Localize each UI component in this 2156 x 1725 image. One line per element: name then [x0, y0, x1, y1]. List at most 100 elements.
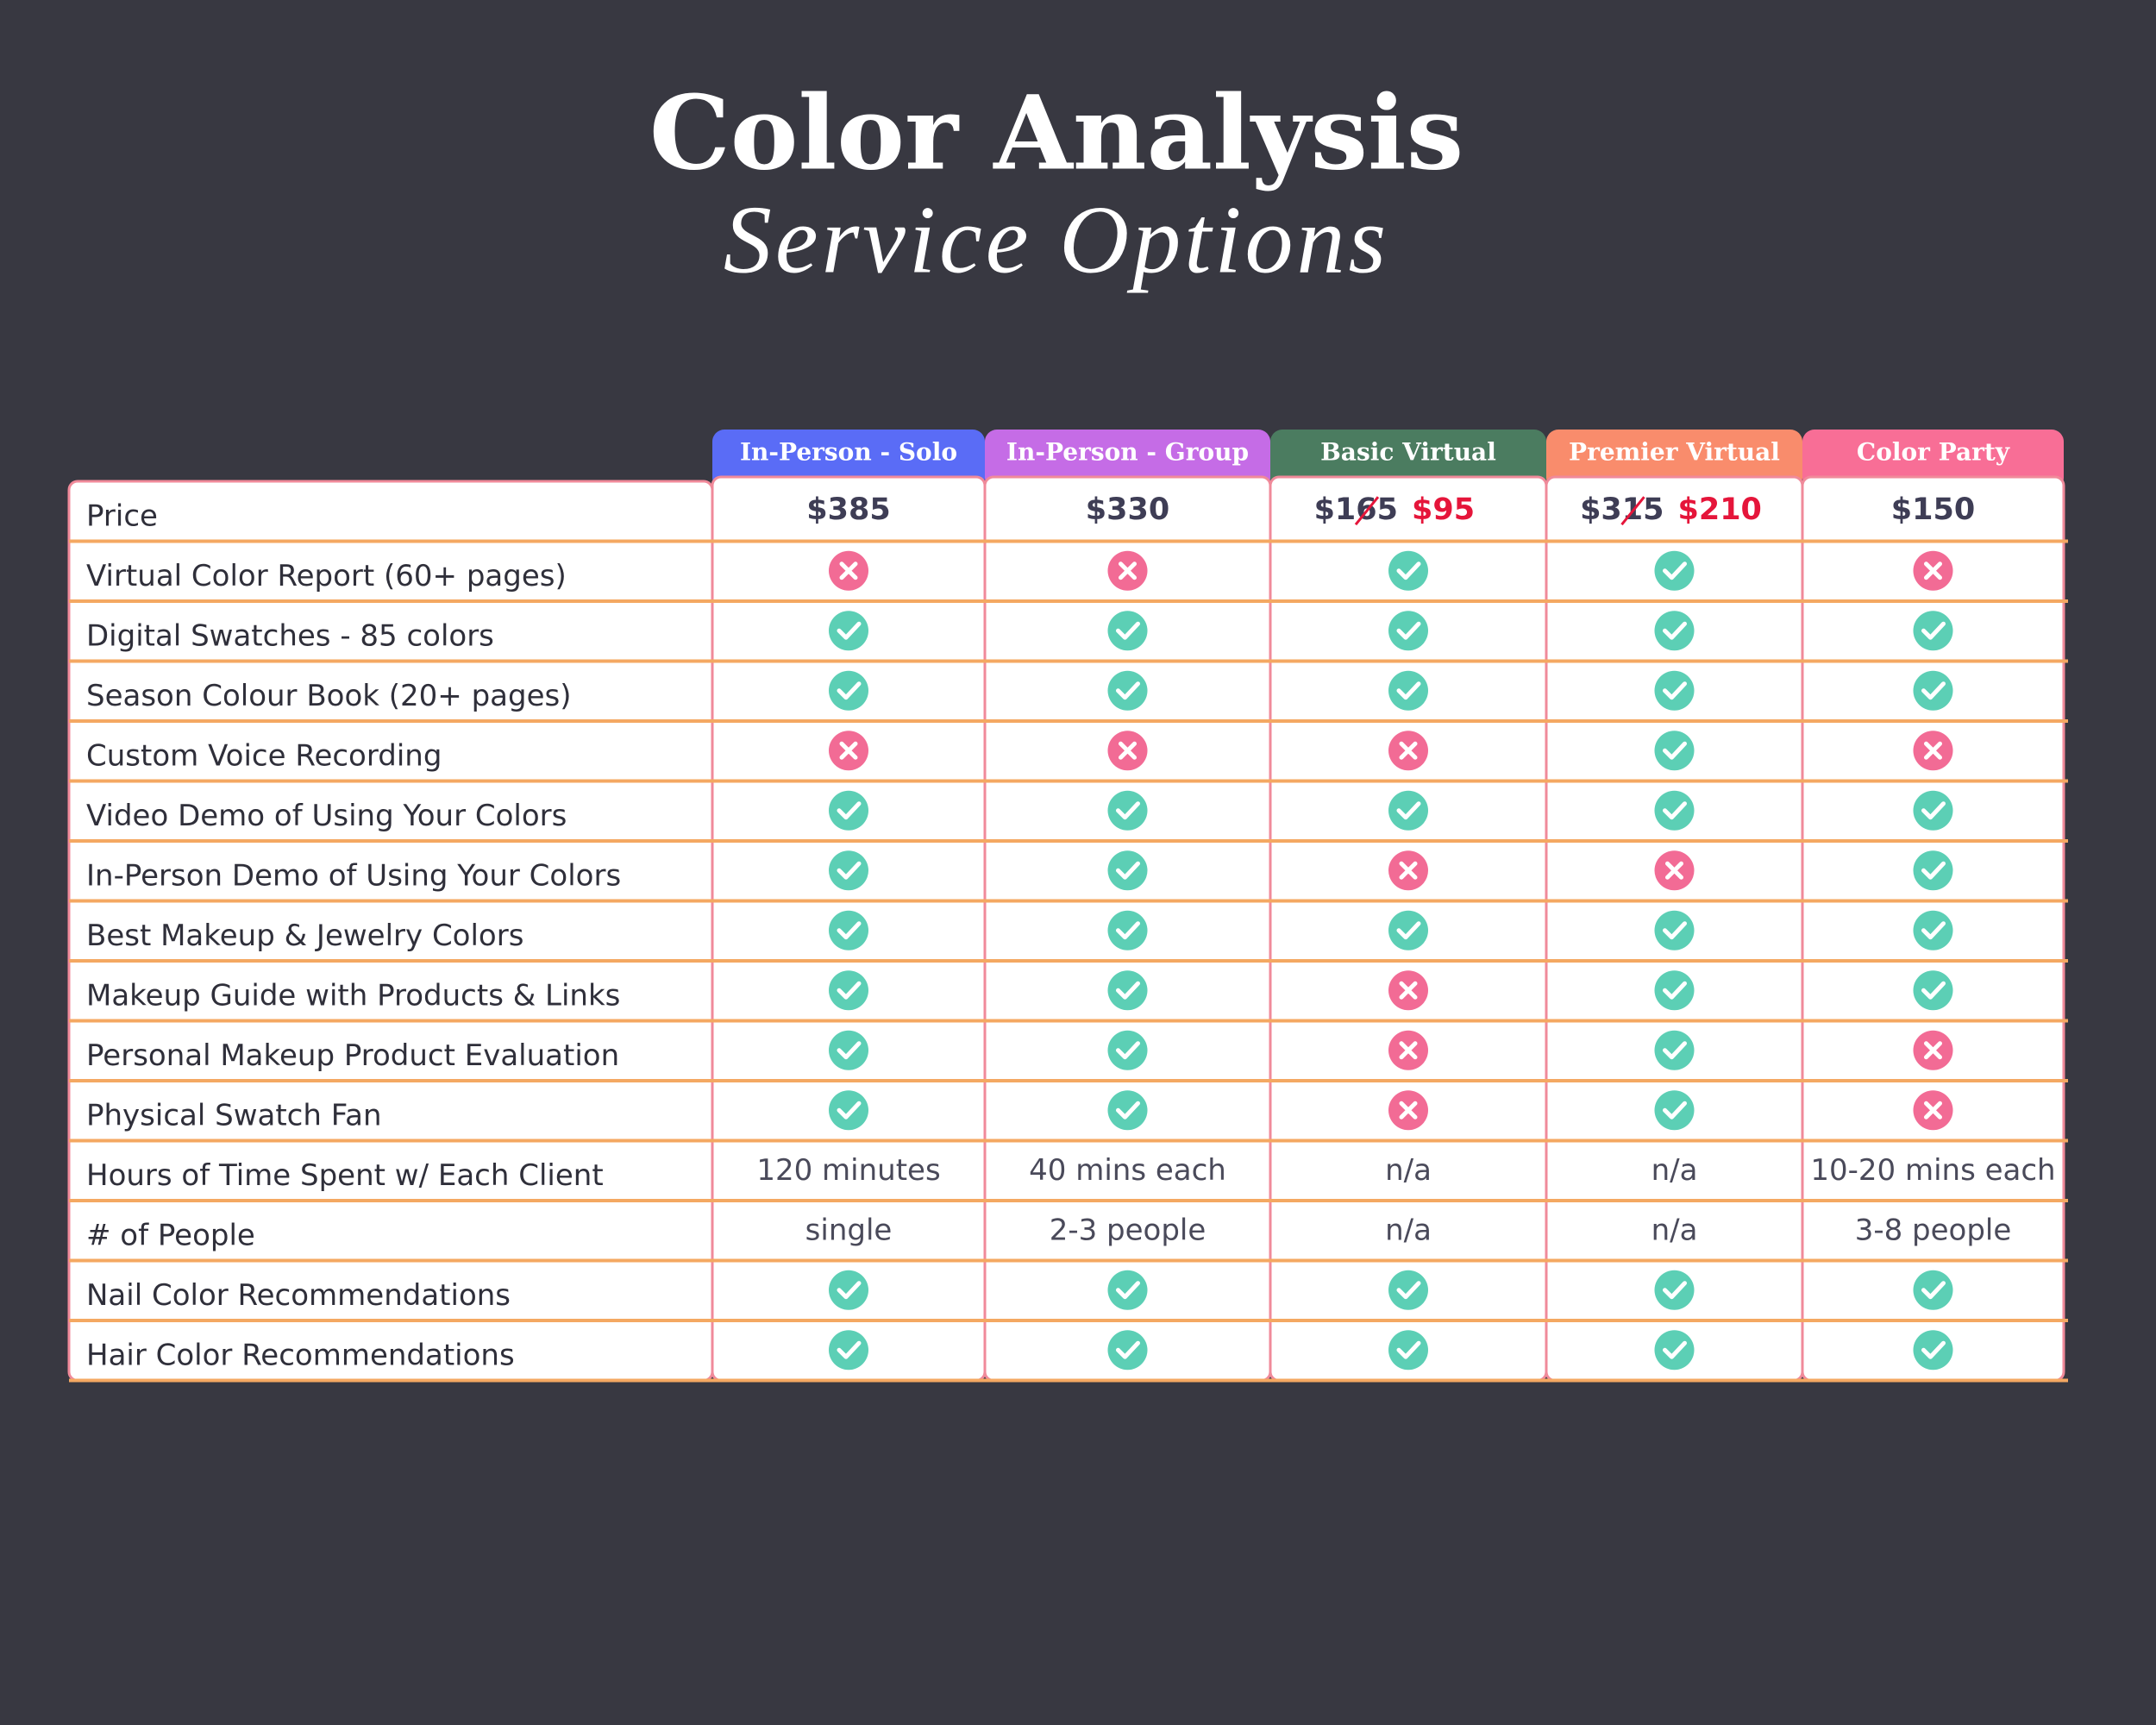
- check-icon: [1654, 970, 1695, 1011]
- check-icon: [829, 1030, 868, 1070]
- check-stroke: [1116, 861, 1140, 880]
- check-icon: [1388, 1270, 1428, 1310]
- icon-circle: [1107, 850, 1148, 891]
- check-icon: [1107, 1090, 1148, 1131]
- icon-circle: [1654, 611, 1695, 651]
- row-label: Custom Voice Recording: [86, 739, 442, 774]
- icon-circle: [1107, 1030, 1148, 1070]
- check-stroke: [1396, 921, 1421, 940]
- icon-circle: [1913, 1330, 1953, 1371]
- check-stroke: [1663, 681, 1687, 700]
- check-stroke: [1921, 861, 1946, 880]
- check-icon: [1388, 790, 1428, 831]
- icon-circle: [1654, 550, 1695, 591]
- check-icon: [829, 670, 868, 711]
- old-price: $165: [1314, 492, 1398, 527]
- sale-price: $210: [1678, 492, 1762, 527]
- icon-circle: [1654, 1330, 1695, 1371]
- row-label: Physical Swatch Fan: [86, 1099, 382, 1133]
- check-stroke: [1116, 621, 1140, 640]
- icon-circle: [1654, 731, 1695, 771]
- check-icon: [829, 850, 868, 891]
- icon-circle: [1913, 970, 1953, 1011]
- cross-stroke: [1399, 1101, 1418, 1120]
- check-icon: [1913, 1330, 1953, 1371]
- check-stroke: [1116, 681, 1140, 700]
- check-icon: [1913, 910, 1953, 950]
- check-icon: [1913, 1270, 1953, 1310]
- cross-icon: [1388, 1090, 1428, 1131]
- row-label: Makeup Guide with Products & Links: [86, 979, 620, 1013]
- row-label: Digital Swatches - 85 colors: [86, 619, 494, 654]
- check-stroke: [1663, 1340, 1687, 1359]
- check-stroke: [837, 681, 862, 700]
- icon-circle: [829, 1270, 868, 1310]
- cross-stroke: [839, 741, 858, 760]
- icon-circle: [1654, 970, 1695, 1011]
- cross-stroke: [1924, 1041, 1942, 1060]
- cell-text: 40 mins each: [1029, 1153, 1226, 1188]
- icon-circle: [1388, 1330, 1428, 1371]
- icon-circle: [1913, 611, 1953, 651]
- row-label: Price: [86, 499, 158, 534]
- cross-stroke: [1924, 741, 1942, 760]
- check-stroke: [1396, 561, 1421, 580]
- title: Color Analysis: [649, 73, 1463, 193]
- price: $150: [1891, 492, 1975, 527]
- price: $330: [1086, 492, 1169, 527]
- row-label: # of People: [86, 1219, 255, 1253]
- row-label: Hair Color Recommendations: [86, 1339, 515, 1373]
- check-icon: [1654, 790, 1695, 831]
- icon-circle: [1107, 970, 1148, 1011]
- cross-icon: [829, 550, 868, 591]
- icon-circle: [829, 910, 868, 950]
- cell-text: single: [805, 1214, 893, 1248]
- check-icon: [1107, 1330, 1148, 1371]
- check-icon: [1107, 1030, 1148, 1070]
- icon-circle: [1107, 611, 1148, 651]
- icon-circle: [1654, 1270, 1695, 1310]
- check-icon: [1107, 910, 1148, 950]
- row-label: Nail Color Recommendations: [86, 1278, 511, 1313]
- icon-circle: [1107, 1270, 1148, 1310]
- check-icon: [1913, 850, 1953, 891]
- check-stroke: [1663, 921, 1687, 940]
- row-label: In-Person Demo of Using Your Colors: [86, 859, 621, 894]
- check-stroke: [1663, 1041, 1687, 1060]
- check-icon: [1913, 970, 1953, 1011]
- icon-circle: [1913, 850, 1953, 891]
- check-icon: [1654, 731, 1695, 771]
- cross-stroke: [1924, 561, 1942, 580]
- check-icon: [829, 790, 868, 831]
- check-stroke: [1396, 681, 1421, 700]
- check-icon: [1107, 670, 1148, 711]
- check-icon: [1654, 611, 1695, 651]
- subtitle: Service Options: [724, 187, 1389, 294]
- check-icon: [1388, 611, 1428, 651]
- cell-text: 2-3 people: [1050, 1214, 1206, 1248]
- icon-circle: [1107, 910, 1148, 950]
- row-label: Hours of Time Spent w/ Each Client: [86, 1158, 604, 1193]
- check-stroke: [837, 1041, 862, 1060]
- check-icon: [1107, 850, 1148, 891]
- cross-icon: [1388, 1030, 1428, 1070]
- column-header: Basic Virtual: [1320, 438, 1496, 467]
- check-icon: [1107, 790, 1148, 831]
- row-label: Personal Makeup Product Evaluation: [86, 1038, 619, 1073]
- check-icon: [1913, 611, 1953, 651]
- check-stroke: [1116, 801, 1140, 820]
- cross-stroke: [1399, 981, 1418, 1000]
- check-icon: [1107, 1270, 1148, 1310]
- check-stroke: [1116, 981, 1140, 1000]
- check-stroke: [1396, 1340, 1421, 1359]
- column-header: In-Person - Group: [1006, 438, 1249, 467]
- row-label: Video Demo of Using Your Colors: [86, 799, 567, 833]
- icon-circle: [829, 790, 868, 831]
- cross-icon: [829, 731, 868, 771]
- check-icon: [1107, 611, 1148, 651]
- icon-circle: [1388, 1270, 1428, 1310]
- check-icon: [829, 970, 868, 1011]
- check-stroke: [1663, 621, 1687, 640]
- check-icon: [1654, 910, 1695, 950]
